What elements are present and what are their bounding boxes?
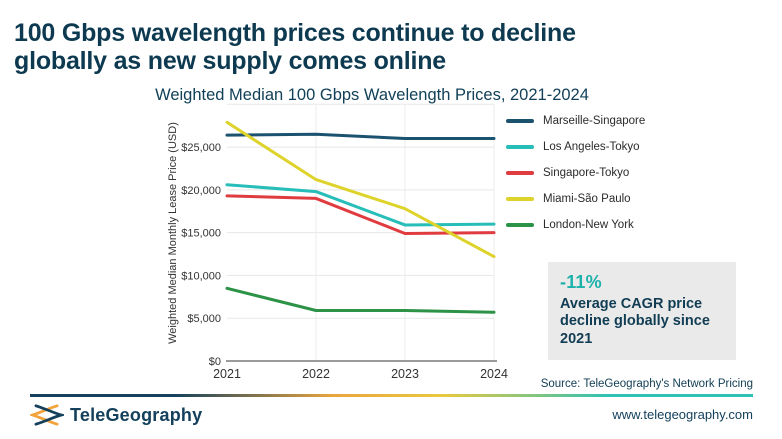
brand-name: TeleGeography	[70, 404, 203, 425]
legend-label: London-New York	[543, 219, 634, 231]
x-tick-label: 2023	[391, 367, 419, 381]
y-tick-label: $0	[209, 356, 221, 368]
telegeography-x-icon	[30, 404, 64, 426]
legend-swatch	[506, 171, 534, 175]
y-axis-title: Weighted Median Monthly Lease Price (USD…	[167, 122, 179, 344]
legend-item-london-new-york: London-New York	[506, 212, 645, 238]
chart-title: Weighted Median 100 Gbps Wavelength Pric…	[155, 86, 589, 104]
callout-box: -11% Average CAGR price decline globally…	[548, 262, 736, 361]
series-line-marseille-singapore	[225, 132, 496, 141]
website-link[interactable]: www.telegeography.com	[612, 407, 753, 422]
legend-label: Singapore-Tokyo	[543, 167, 630, 179]
series-line-singapore-tokyo	[225, 194, 496, 236]
legend-item-marseille-singapore: Marseille-Singapore	[506, 108, 645, 134]
legend-item-miami-s-o-paulo: Miami-São Paulo	[506, 186, 645, 212]
series-line-london-new-york	[225, 286, 496, 314]
legend-item-los-angeles-tokyo: Los Angeles-Tokyo	[506, 134, 645, 160]
series-line-miami-s-o-paulo	[225, 120, 496, 259]
legend-swatch	[506, 223, 534, 227]
legend-label: Marseille-Singapore	[543, 115, 646, 127]
brand-logo: TeleGeography	[30, 403, 202, 427]
y-tick-label: $15,000	[181, 228, 221, 240]
legend-swatch	[506, 197, 534, 201]
x-tick-label: 2024	[480, 367, 508, 381]
chart-legend: Marseille-Singapore Los Angeles-Tokyo Sing…	[506, 108, 645, 238]
legend-label: Los Angeles-Tokyo	[543, 141, 640, 153]
x-tick-label: 2021	[213, 367, 241, 381]
page-title-line1: 100 Gbps wavelength prices continue to d…	[14, 19, 576, 47]
legend-swatch	[506, 119, 534, 123]
source-note: Source: TeleGeography's Network Pricing	[540, 378, 753, 390]
y-tick-label: $10,000	[181, 270, 221, 282]
page-title: 100 Gbps wavelength prices continue to d…	[14, 19, 754, 75]
callout-text: Average CAGR price decline globally sinc…	[560, 296, 710, 347]
y-tick-label: $20,000	[181, 185, 221, 197]
series-line-los-angeles-tokyo	[225, 183, 496, 227]
y-tick-label: $5,000	[187, 313, 221, 325]
legend-label: Miami-São Paulo	[543, 193, 631, 205]
y-tick-label: $25,000	[181, 142, 221, 154]
gradient-divider	[30, 394, 753, 397]
page-title-line2: globally as new supply comes online	[14, 47, 447, 75]
legend-item-singapore-tokyo: Singapore-Tokyo	[506, 160, 645, 186]
legend-swatch	[506, 145, 534, 149]
callout-stat: -11%	[560, 272, 602, 292]
x-tick-label: 2022	[302, 367, 330, 381]
